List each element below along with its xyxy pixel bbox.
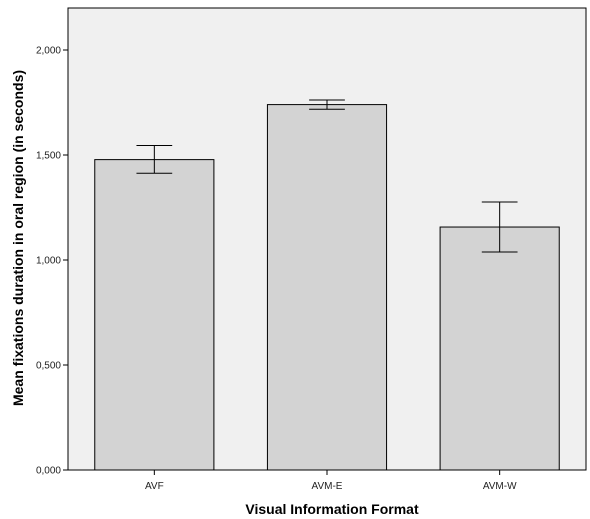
y-tick-label: 0,000 <box>36 466 61 477</box>
bar-avm-e <box>266 104 388 471</box>
error-bar-avf <box>136 145 173 174</box>
y-axis: 0,000 0,500 1,000 1,500 2,000 <box>36 46 68 477</box>
y-tick-label: 0,500 <box>36 361 61 372</box>
error-bar-avm-w <box>481 201 518 253</box>
error-bar-avm-e <box>309 99 345 110</box>
y-tick-label: 1,000 <box>36 256 61 267</box>
y-tick-label: 2,000 <box>36 46 61 57</box>
x-tick-label: AVM-E <box>312 481 343 492</box>
error-bars-group <box>136 99 518 253</box>
y-axis-title: Mean fixations duration in oral region (… <box>10 70 26 406</box>
bar-avm-w <box>439 226 560 471</box>
x-axis-title: Visual Information Format <box>245 501 419 517</box>
x-axis: AVF AVM-E AVM-W <box>145 470 517 492</box>
y-tick-label: 1,500 <box>36 151 61 162</box>
bar-avf <box>94 159 215 471</box>
x-tick-label: AVM-W <box>483 481 517 492</box>
x-tick-label: AVF <box>145 481 164 492</box>
